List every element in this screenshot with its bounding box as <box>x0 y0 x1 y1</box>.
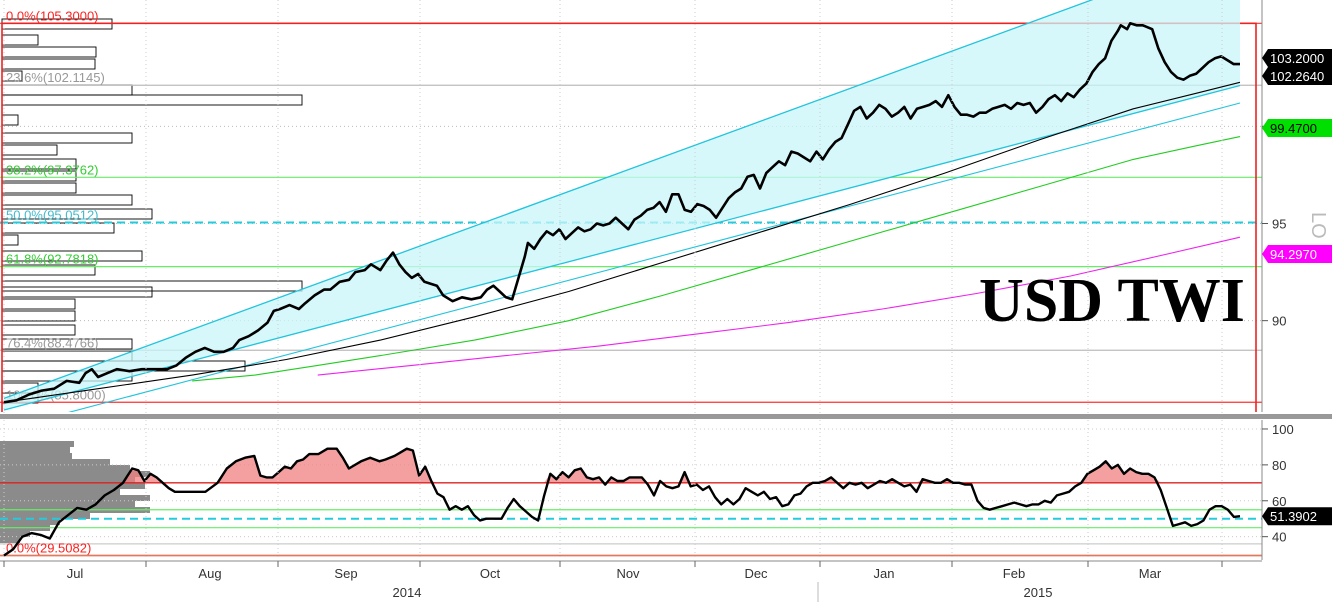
series-line-rsi <box>3 447 1241 557</box>
fib-level-label: 76.4%(88.4766) <box>6 335 99 350</box>
chart-title: USD TWI <box>979 267 1245 335</box>
series-line-price <box>3 22 1240 404</box>
x-month-label: Dec <box>744 566 768 581</box>
x-month-label: Jul <box>67 566 84 581</box>
rsi-profile-bar <box>0 495 150 501</box>
rsi-profile-bar <box>0 483 145 489</box>
trend-channel-outer <box>68 102 1241 412</box>
pane-separator <box>0 414 1332 419</box>
rsi-last-value-tag-text: 51.3902 <box>1270 509 1317 524</box>
rsi-fib-label: 0.0%(29.5082) <box>6 540 91 555</box>
fib-level-label: 38.2%(97.3762) <box>6 162 99 177</box>
rsi-profile-bar <box>0 465 130 471</box>
fib-level-label: 0.0%(105.3000) <box>6 8 99 23</box>
rsi-profile-bar <box>0 459 110 465</box>
fib-level-label: 23.6%(102.1145) <box>6 70 105 85</box>
rsi-profile-bar <box>0 513 90 519</box>
rsi-y-tick-label: 40 <box>1272 530 1286 545</box>
rsi-profile-bar <box>0 537 20 543</box>
rsi-last-value-tag: 51.3902 <box>1262 507 1332 526</box>
fib-level-label: 50.0%(95.0512) <box>6 207 99 222</box>
last-value-tag-text: 103.2000 <box>1270 51 1324 66</box>
series-line-ma100 <box>192 136 1241 382</box>
x-month-label: Feb <box>1003 566 1025 581</box>
axis-side-label: LO <box>1307 212 1329 239</box>
last-value-tag: 94.2970 <box>1262 245 1332 263</box>
trend-channel-lower <box>3 84 1241 411</box>
trend-channel-upper <box>3 0 1094 400</box>
y-tick-label: 95 <box>1272 216 1286 231</box>
last-value-tag-bg <box>1262 119 1332 137</box>
y-tick-label: 90 <box>1272 314 1286 329</box>
rsi-y-tick-label: 60 <box>1272 494 1286 509</box>
rsi-profile-bar <box>0 531 30 537</box>
x-year-label: 2015 <box>1024 585 1053 600</box>
rsi-profile-bar <box>0 447 70 453</box>
x-month-label: Mar <box>1139 566 1162 581</box>
x-month-label: Oct <box>480 566 501 581</box>
x-month-label: Sep <box>334 566 357 581</box>
x-month-label: Aug <box>198 566 221 581</box>
rsi-profile-bar <box>0 489 120 495</box>
series-line-ma50 <box>3 81 1241 403</box>
last-value-tag-text: 102.2640 <box>1270 69 1324 84</box>
rsi-profile-bar <box>0 471 150 477</box>
rsi-profile-bar <box>0 453 72 459</box>
fib-level-label: 61.8%(92.7818) <box>6 252 99 267</box>
rsi-overbought-fill <box>4 448 1240 483</box>
x-month-label: Jan <box>874 566 895 581</box>
rsi-profile-bar <box>0 441 74 447</box>
last-value-tag: 99.4700 <box>1262 119 1332 137</box>
rsi-y-tick-label: 80 <box>1272 458 1286 473</box>
rsi-profile-bar <box>0 477 135 483</box>
x-year-label: 2014 <box>393 585 422 600</box>
rsi-profile-bar <box>0 501 135 507</box>
last-value-tag-bg <box>1262 245 1332 263</box>
fib-range-box <box>1 22 1257 412</box>
last-value-tag-text: 94.2970 <box>1270 247 1317 262</box>
rsi-profile-bar <box>0 519 60 525</box>
last-value-tag-text: 99.4700 <box>1270 121 1317 136</box>
rsi-last-value-tag-bg <box>1262 507 1332 526</box>
last-value-tag-bg <box>1262 67 1332 85</box>
x-month-label: Nov <box>616 566 640 581</box>
last-value-tag: 102.2640 <box>1262 67 1332 85</box>
series-line-ma200 <box>317 236 1241 376</box>
last-value-tag: 103.2000 <box>1262 49 1332 67</box>
last-value-tag-bg <box>1262 49 1332 67</box>
rsi-y-tick-label: 100 <box>1272 422 1294 437</box>
